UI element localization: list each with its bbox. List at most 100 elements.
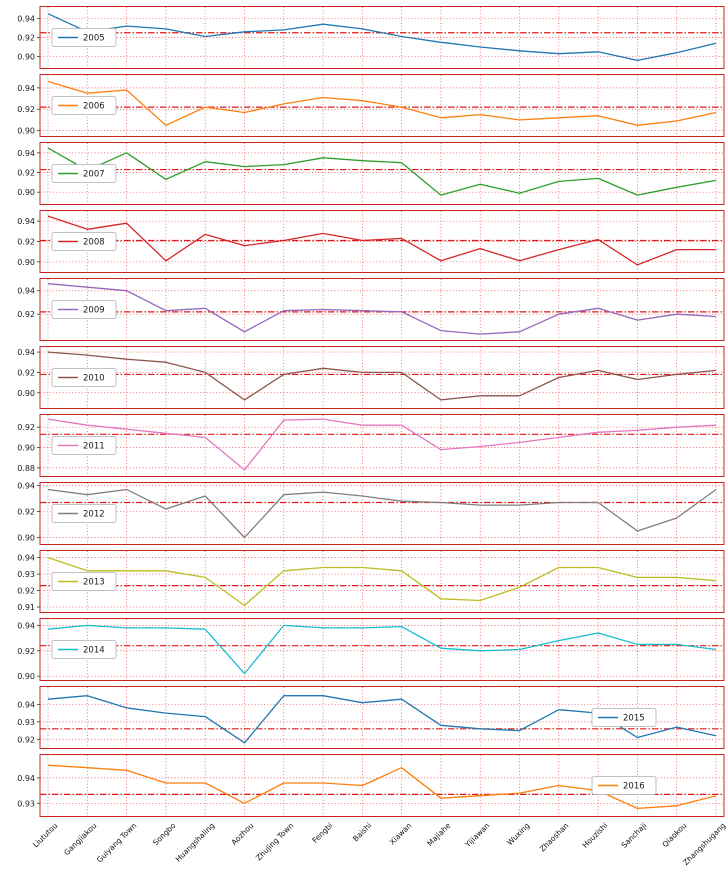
legend-label: 2013 (83, 578, 105, 588)
y-tick-label: 0.90 (17, 53, 35, 62)
x-tick-label: Majiahe (425, 821, 453, 849)
y-tick-label: 0.94 (17, 217, 35, 226)
legend-box (51, 368, 117, 387)
y-tick-label: 0.90 (17, 188, 35, 197)
legend-2009: 2009 (51, 300, 117, 319)
x-tick-label: Huangshaling (173, 821, 217, 864)
legend-2012: 2012 (51, 504, 117, 523)
subplot-2008: 0.90 0.92 0.94 2008 (0, 210, 728, 273)
subplot-svg-2014: 0.90 0.92 0.94 2014 (17, 618, 725, 681)
y-tick-label: 0.90 (17, 258, 35, 267)
legend-box (51, 300, 117, 319)
legend-label: 2015 (623, 714, 645, 724)
subplot-2016: 0.93 0.94 2016 (0, 754, 728, 817)
series-line-2006 (47, 80, 717, 126)
subplot-2005: 0.90 0.92 0.94 2005 (0, 6, 728, 69)
subplot-2006: 0.90 0.92 0.94 2006 (0, 74, 728, 137)
legend-box (51, 232, 117, 251)
y-tick-label: 0.92 (17, 238, 35, 247)
x-tick-label: Guiyang Town (94, 821, 138, 865)
x-tick-label: Qiaokou (660, 821, 689, 849)
y-tick-label: 0.92 (17, 508, 35, 517)
y-tick-label: 0.94 (17, 554, 35, 563)
y-tick-label: 0.92 (17, 368, 35, 377)
subplot-svg-2011: 0.88 0.90 0.92 2011 (17, 414, 725, 477)
legend-box (51, 504, 117, 523)
y-tick-label: 0.92 (17, 587, 35, 596)
plot-background (40, 550, 724, 613)
plot-background (40, 142, 724, 205)
y-tick-label: 0.94 (17, 348, 35, 357)
plot-frame (39, 686, 725, 749)
y-tick-label: 0.92 (17, 105, 35, 114)
x-tick-label: Baishi (351, 821, 374, 844)
plot-background (40, 346, 724, 409)
y-tick-label: 0.90 (17, 389, 35, 398)
y-tick-label: 0.94 (17, 774, 35, 783)
subplot-svg-2012: 0.90 0.92 0.94 2012 (17, 482, 725, 545)
y-tick-label: 0.94 (17, 84, 35, 93)
x-tick-label: Fengbi (310, 821, 335, 845)
y-tick-label: 0.93 (17, 570, 35, 579)
series-line-2005 (47, 13, 717, 62)
y-tick-label: 0.93 (17, 718, 35, 727)
subplot-2011: 0.88 0.90 0.92 2011 (0, 414, 728, 477)
x-tick-label: Yijiawan (463, 821, 492, 850)
legend-2006: 2006 (51, 96, 117, 115)
y-tick-label: 0.92 (17, 34, 35, 43)
y-tick-label: 0.91 (17, 603, 35, 612)
series-line-2010 (47, 351, 717, 401)
subplot-2015: 0.92 0.93 0.94 2015 (0, 686, 728, 749)
legend-label: 2012 (83, 510, 105, 520)
plot-frame (39, 142, 725, 205)
plot-background (40, 482, 724, 545)
y-tick-label: 0.92 (17, 310, 35, 319)
series-line-2007 (47, 147, 717, 196)
legend-box (51, 640, 117, 659)
y-tick-label: 0.90 (17, 127, 35, 136)
plot-background (40, 618, 724, 681)
x-tick-label: Aozhou (229, 821, 256, 847)
plot-background (40, 74, 724, 137)
plot-frame (39, 278, 725, 341)
subplot-2010: 0.90 0.92 0.94 2010 (0, 346, 728, 409)
subplot-2009: 0.92 0.94 2009 (0, 278, 728, 341)
legend-label: 2011 (83, 442, 105, 452)
legend-2014: 2014 (51, 640, 117, 659)
subplot-svg-2005: 0.90 0.92 0.94 2005 (17, 6, 725, 69)
legend-2010: 2010 (51, 368, 117, 387)
subplot-2014: 0.90 0.92 0.94 2014 (0, 618, 728, 681)
legend-label: 2005 (83, 34, 105, 44)
plot-frame (39, 414, 725, 477)
series-line-2014 (47, 624, 717, 675)
legend-box (591, 708, 657, 727)
plot-frame (39, 210, 725, 273)
x-tick-label: Houzishi (580, 821, 610, 850)
x-tick-label: Liututou (31, 821, 60, 850)
y-tick-label: 0.92 (17, 647, 35, 656)
subplot-svg-2013: 0.91 0.92 0.93 0.94 2013 (17, 550, 725, 613)
subplot-2007: 0.90 0.92 0.94 2007 (0, 142, 728, 205)
series-line-2008 (47, 215, 716, 266)
legend-box (591, 776, 657, 795)
subplot-2012: 0.90 0.92 0.94 2012 (0, 482, 728, 545)
legend-box (51, 164, 117, 183)
subplot-svg-2006: 0.90 0.92 0.94 2006 (17, 74, 725, 137)
subplot-svg-2010: 0.90 0.92 0.94 2010 (17, 346, 725, 409)
legend-label: 2008 (83, 238, 105, 248)
plot-frame (39, 550, 725, 613)
legend-box (51, 96, 117, 115)
plot-frame (39, 618, 725, 681)
y-tick-label: 0.94 (17, 482, 35, 491)
y-tick-label: 0.90 (17, 534, 35, 543)
legend-label: 2016 (623, 782, 645, 792)
x-tick-label: Zhangshugang (681, 821, 728, 868)
y-tick-label: 0.92 (17, 423, 35, 432)
legend-box (51, 436, 117, 455)
subplot-svg-2009: 0.92 0.94 2009 (17, 278, 725, 341)
legend-2015: 2015 (591, 708, 657, 727)
subplot-svg-2007: 0.90 0.92 0.94 2007 (17, 142, 725, 205)
series-line-2012 (47, 488, 717, 539)
legend-box (51, 572, 117, 591)
